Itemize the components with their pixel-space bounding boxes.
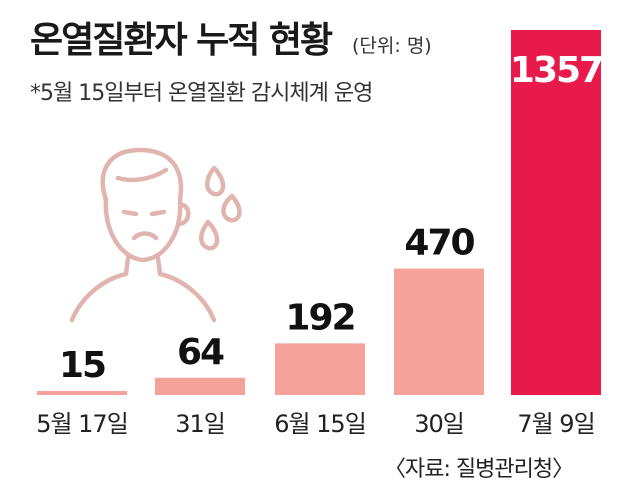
unit-label: (단위: 명) [352,35,432,57]
bar-4 [394,268,484,395]
value-label-5: 1357 [510,50,602,91]
value-label-3: 192 [285,297,354,338]
category-label-3: 6월 15일 [274,410,366,438]
category-label-4: 30일 [414,410,464,438]
bar-3 [275,343,365,395]
category-label-1: 5월 17일 [36,410,128,438]
bar-2 [155,377,245,395]
category-label-5: 7월 9일 [517,410,594,438]
source-label: 〈자료: 질병관리청〉 [384,457,573,482]
value-label-4: 470 [404,223,474,264]
bars-layer: 15 5월 17일 64 31일 192 6월 15일 470 30일 1357 7월 9일 [36,30,604,438]
value-label-2: 64 [177,332,224,373]
value-label-1: 15 [59,345,105,386]
chart-subtitle: *5월 15일부터 온열질환 감시체계 운영 [30,81,372,106]
category-label-2: 31일 [175,410,225,438]
chart-title: 온열질환자 누적 현황 [30,20,333,61]
bar-5 [511,30,601,395]
sweating-person-icon [69,147,242,323]
bar-1 [37,390,127,395]
